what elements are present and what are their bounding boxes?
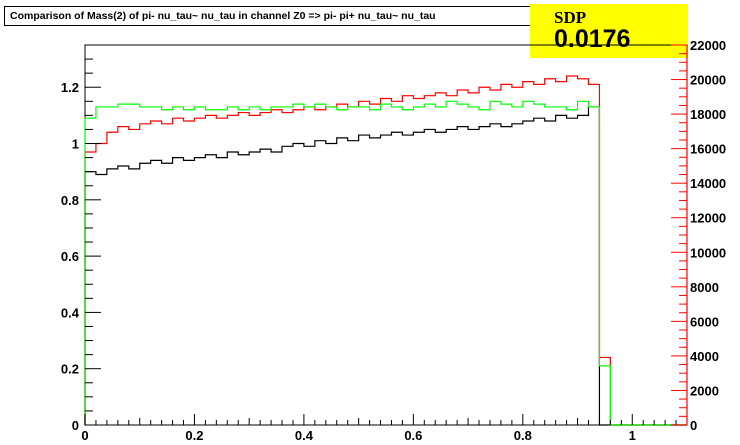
y-right-tick-label: 0: [690, 418, 697, 433]
y-right-tick-label: 10000: [690, 245, 726, 260]
y-right-tick-label: 20000: [690, 73, 726, 88]
y-left-tick-label: 1.2: [61, 80, 79, 95]
x-tick-label: 0.6: [404, 428, 422, 443]
series-green-line: [84, 100, 687, 426]
y-right-tick-label: 4000: [690, 349, 719, 364]
y-left-tick-label: 0.4: [61, 305, 80, 320]
x-tick-label: 0: [81, 428, 88, 443]
plot-frame: [84, 44, 688, 426]
x-tick-label: 0.2: [185, 428, 203, 443]
y-right-tick-label: 16000: [690, 142, 726, 157]
chart-title: Comparison of Mass(2) of pi- nu_tau~ nu_…: [4, 6, 539, 26]
y-left-tick-label: 0: [72, 418, 79, 433]
y-right-tick-label: 18000: [690, 107, 726, 122]
y-right-tick-label: 22000: [690, 38, 726, 53]
y-right-tick-label: 12000: [690, 211, 726, 226]
sdp-label: SDP: [554, 8, 587, 27]
x-tick-label: 0.4: [295, 428, 314, 443]
x-tick-label: 0.8: [514, 428, 532, 443]
y-right-tick-label: 2000: [690, 383, 719, 398]
y-left-tick-label: 1: [72, 137, 79, 152]
y-left-tick-label: 0.8: [61, 193, 79, 208]
sdp-value: 0.0176: [554, 25, 631, 53]
series-red-line: [84, 75, 687, 426]
axis-layer: 0 0.2 0.4 0.6 0.8 1 0 0.2 0.4 0.6 0.8 1 1.2 0 2000 4000…: [61, 38, 726, 443]
y-right-tick-label: 8000: [690, 280, 719, 295]
y-right-tick-label: 6000: [690, 314, 719, 329]
y-right-tick-label: 14000: [690, 176, 726, 191]
series-black-line: [84, 106, 687, 426]
plot-area-border: [84, 44, 688, 426]
x-tick-label: 1: [629, 428, 636, 443]
y-left-tick-label: 0.2: [61, 362, 79, 377]
series-layer: [84, 75, 687, 426]
sdp-box: SDP 0.0176: [530, 4, 688, 58]
y-left-tick-label: 0.6: [61, 249, 79, 264]
